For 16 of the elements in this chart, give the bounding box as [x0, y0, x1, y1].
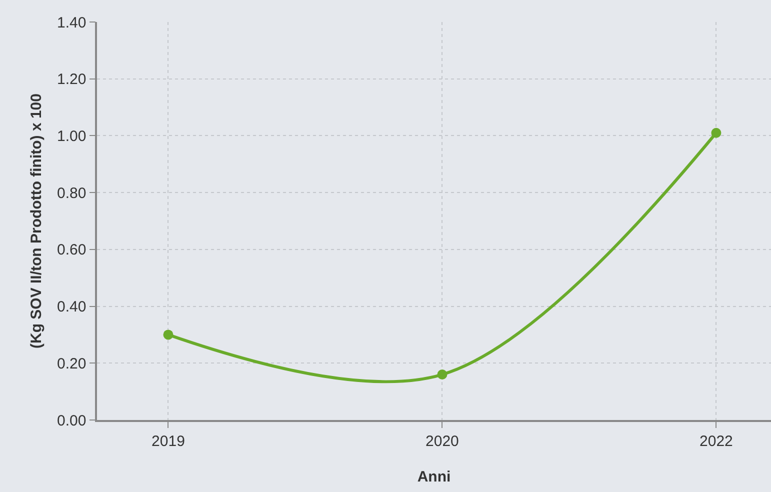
y-tick-label: 1.00: [57, 128, 86, 145]
x-tick-label: 2022: [700, 432, 733, 450]
x-tick-label: 2020: [426, 432, 459, 450]
y-tick-label: 0.80: [57, 184, 86, 202]
y-tick-label: 0.60: [57, 242, 86, 259]
x-axis-title: Anni: [417, 468, 451, 486]
point: [437, 370, 448, 380]
point: [711, 128, 722, 138]
y-tick-label: 0.20: [57, 355, 86, 372]
y-tick-label: 0.40: [57, 298, 86, 316]
y-tick-label: 1.20: [57, 71, 86, 88]
x-tick-label: 2019: [152, 432, 185, 450]
y-axis-title: (Kg SOV II/ton Prodotto finito) x 100: [28, 94, 45, 348]
point: [163, 330, 174, 340]
y-tick-label: 1.40: [57, 14, 86, 32]
y-tick-label: 0.00: [57, 412, 86, 430]
